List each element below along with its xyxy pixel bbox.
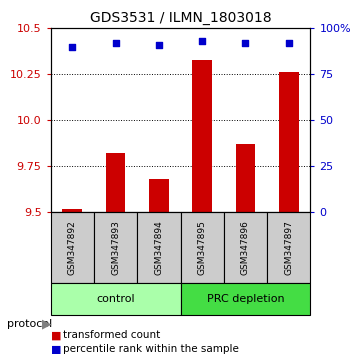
Bar [192,59,212,212]
Bar [51,283,180,315]
Bar [279,73,299,212]
Bar [180,283,310,315]
Point [113,40,118,46]
Bar [94,212,137,283]
Text: ▶: ▶ [42,317,51,330]
Point [199,38,205,44]
Text: GSM347895: GSM347895 [198,220,206,275]
Text: GSM347894: GSM347894 [155,221,163,275]
Text: transformed count: transformed count [63,330,160,340]
Text: GSM347897: GSM347897 [284,220,293,275]
Bar [62,209,82,212]
Text: GSM347892: GSM347892 [68,221,77,275]
Text: control: control [96,294,135,304]
Bar [106,154,125,212]
Text: PRC depletion: PRC depletion [206,294,284,304]
Bar [180,212,224,283]
Point [243,40,248,46]
Text: percentile rank within the sample: percentile rank within the sample [63,344,239,354]
Bar [149,179,169,212]
Point [156,42,162,48]
Bar [236,144,255,212]
Point [69,44,75,50]
Bar [51,212,94,283]
Point [286,40,292,46]
Bar [267,212,310,283]
Title: GDS3531 / ILMN_1803018: GDS3531 / ILMN_1803018 [90,11,271,24]
Text: GSM347896: GSM347896 [241,220,250,275]
Bar [137,212,180,283]
Text: ■: ■ [51,344,61,354]
Text: ■: ■ [51,330,61,340]
Bar [224,212,267,283]
Text: GSM347893: GSM347893 [111,220,120,275]
Text: protocol: protocol [7,319,52,329]
